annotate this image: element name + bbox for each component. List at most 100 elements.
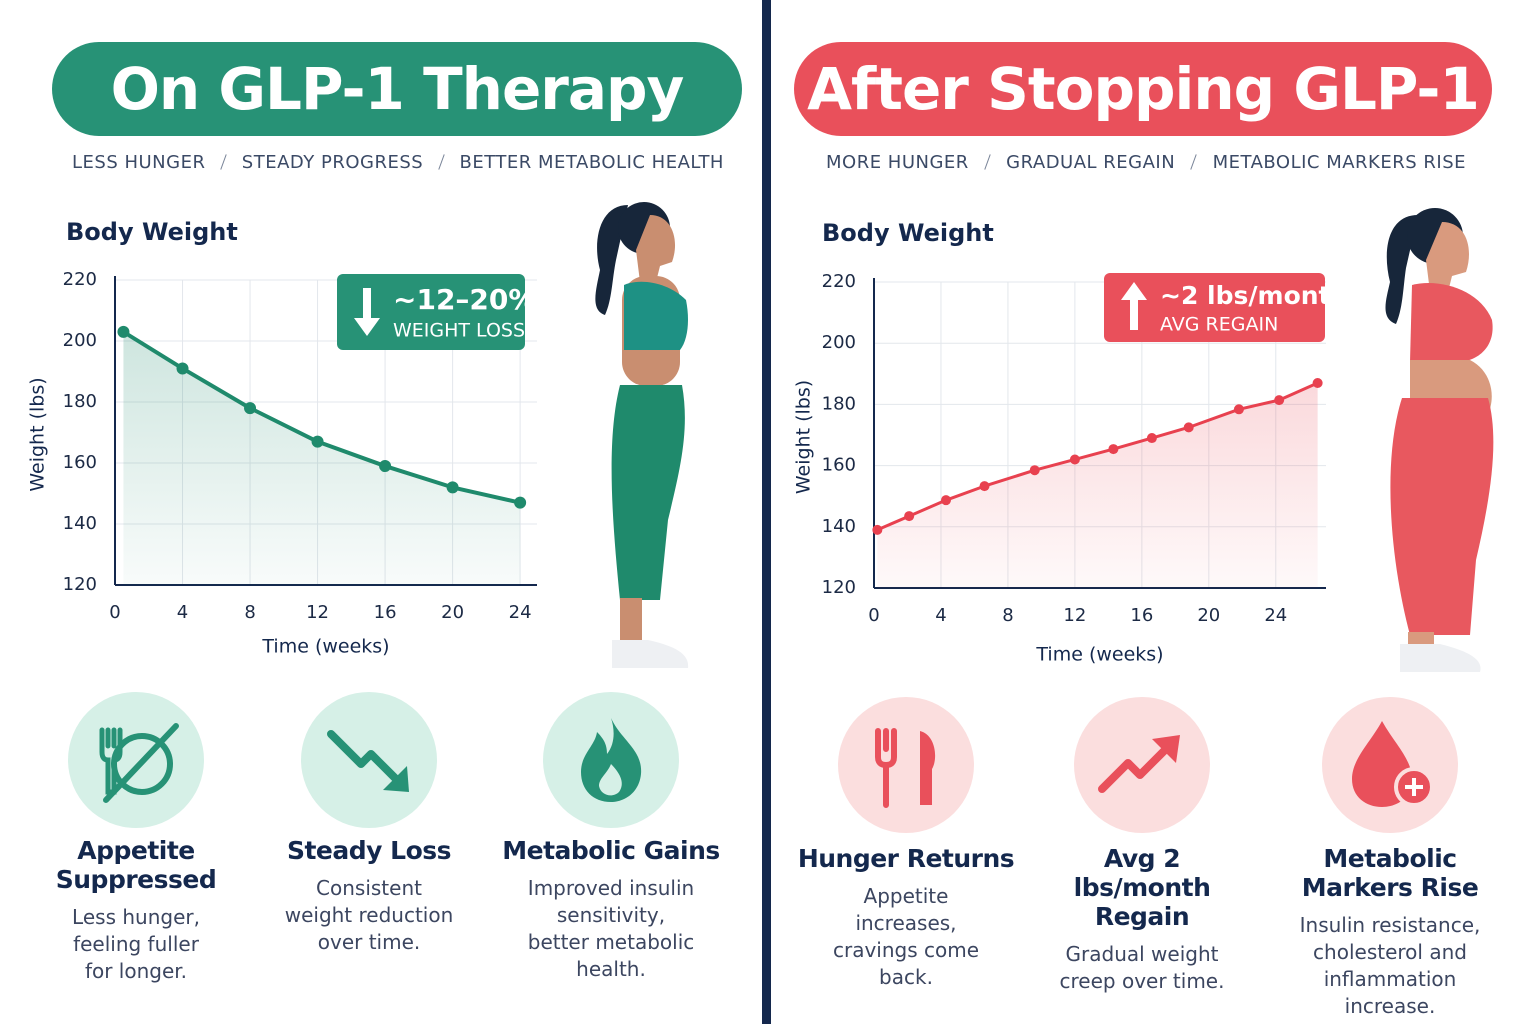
data-point [446,481,459,494]
x-tick-label: 24 [509,602,532,623]
y-tick-label: 120 [63,574,97,595]
header-pill: On GLP-1 Therapy [52,42,742,136]
data-point [979,481,990,492]
figure-after-stopping [1385,208,1494,672]
feature-text: Appetite increases, cravings come back. [832,884,980,989]
data-point [1274,395,1285,406]
icon-plus [1405,778,1423,796]
x-tick-label: 8 [1002,605,1013,626]
callout-box [1104,273,1325,342]
icon-circle [68,692,204,828]
data-point [1029,465,1040,476]
icon-circle [838,697,974,833]
callout-label: AVG REGAIN [1160,314,1278,336]
feature-card: Avg 2 lbs/month Regain Gradual weight cre… [1017,844,1267,995]
chart-title: Body Weight [66,218,238,246]
feature-title: Appetite Suppressed [55,836,217,894]
feature-text: Improved insulin sensitivity, better met… [527,876,695,981]
y-tick-label: 220 [822,271,856,292]
y-tick-label: 140 [822,516,856,537]
y-tick-label: 180 [822,393,856,414]
data-point [1312,377,1323,388]
up-arrow [1121,282,1147,330]
area [877,382,1318,588]
tag: LESS HUNGER [72,151,206,173]
icon-circle [1074,697,1210,833]
data-point [872,524,883,535]
icon-slash [103,723,179,803]
x-tick-label: 16 [374,602,397,623]
feature-title: Avg 2 lbs/month Regain [1073,844,1211,931]
data-point [940,495,951,506]
separator [220,154,227,170]
y-tick-label: 160 [63,452,97,473]
tag: METABOLIC MARKERS RISE [1212,151,1466,173]
y-tick-label: 200 [63,330,97,351]
feature-text: Less hunger, feeling fuller for longer. [72,905,200,983]
data-point [1146,433,1157,444]
y-tick-label: 220 [63,269,97,290]
feature-title: Metabolic Gains [502,836,720,865]
tag: STEADY PROGRESS [241,151,424,173]
data-point [117,325,130,338]
feature-card: Hunger Returns Appetite increases, cravin… [781,844,1031,991]
feature-title: Hunger Returns [797,844,1015,873]
icon-plate [111,733,173,795]
header-pill: After Stopping GLP-1 [794,42,1492,136]
data-point [904,511,915,522]
data-point [244,402,257,415]
data-point [1183,422,1194,433]
y-tick-label: 120 [822,577,856,598]
x-tick-label: 0 [868,605,879,626]
data-point [379,460,392,473]
separator [1190,154,1198,170]
callout-box [337,274,525,350]
figure-on-therapy [595,202,689,668]
x-tick-label: 0 [109,602,120,623]
icon-flame [581,718,642,802]
feature-text: Gradual weight creep over time. [1059,942,1225,993]
chart-title: Body Weight [822,219,994,247]
x-tick-label: 4 [935,605,946,626]
feature-card: Metabolic Gains Improved insulin sensitiv… [486,836,736,983]
icon-flame-inner [599,764,622,796]
x-tick-label: 24 [1264,605,1287,626]
feature-card: Appetite Suppressed Less hunger, feeling … [11,836,261,985]
icon-arrowhead [383,766,409,792]
callout-label: WEIGHT LOSS [393,320,525,342]
y-axis-label: Weight (lbs) [793,380,815,494]
tag-row: MORE HUNGER GRADUAL REGAIN METABOLIC MARKE… [826,148,1466,176]
separator [438,154,445,170]
tag: BETTER METABOLIC HEALTH [459,151,724,173]
x-tick-label: 8 [244,602,255,623]
separator [984,154,991,170]
feature-title: Metabolic Markers Rise [1301,844,1479,902]
data-point [514,496,527,509]
x-axis-label: Time (weeks) [261,636,389,658]
data-point [1069,454,1080,465]
feature-title: Steady Loss [286,836,452,865]
x-tick-label: 12 [306,602,329,623]
icon-uptrend [1098,743,1172,793]
x-tick-label: 20 [441,602,464,623]
icon-downtrend [327,730,405,788]
feature-card: Metabolic Markers Rise Insulin resistance… [1265,844,1515,1020]
y-tick-label: 180 [63,391,97,412]
icon-knife [920,731,936,805]
tag-row: LESS HUNGER STEADY PROGRESS BETTER METABOL… [72,148,724,176]
icon-arrowhead [1152,735,1180,763]
divider [762,0,771,1024]
y-axis-label: Weight (lbs) [27,377,49,491]
x-tick-label: 20 [1197,605,1220,626]
tag: GRADUAL REGAIN [1006,151,1176,173]
data-point [1233,404,1244,415]
area [123,331,521,585]
icon-fork [875,728,897,808]
x-tick-label: 16 [1130,605,1153,626]
tag: MORE HUNGER [826,151,969,173]
data-point [311,435,324,448]
x-tick-label: 12 [1063,605,1086,626]
x-axis-label: Time (weeks) [1035,644,1163,666]
